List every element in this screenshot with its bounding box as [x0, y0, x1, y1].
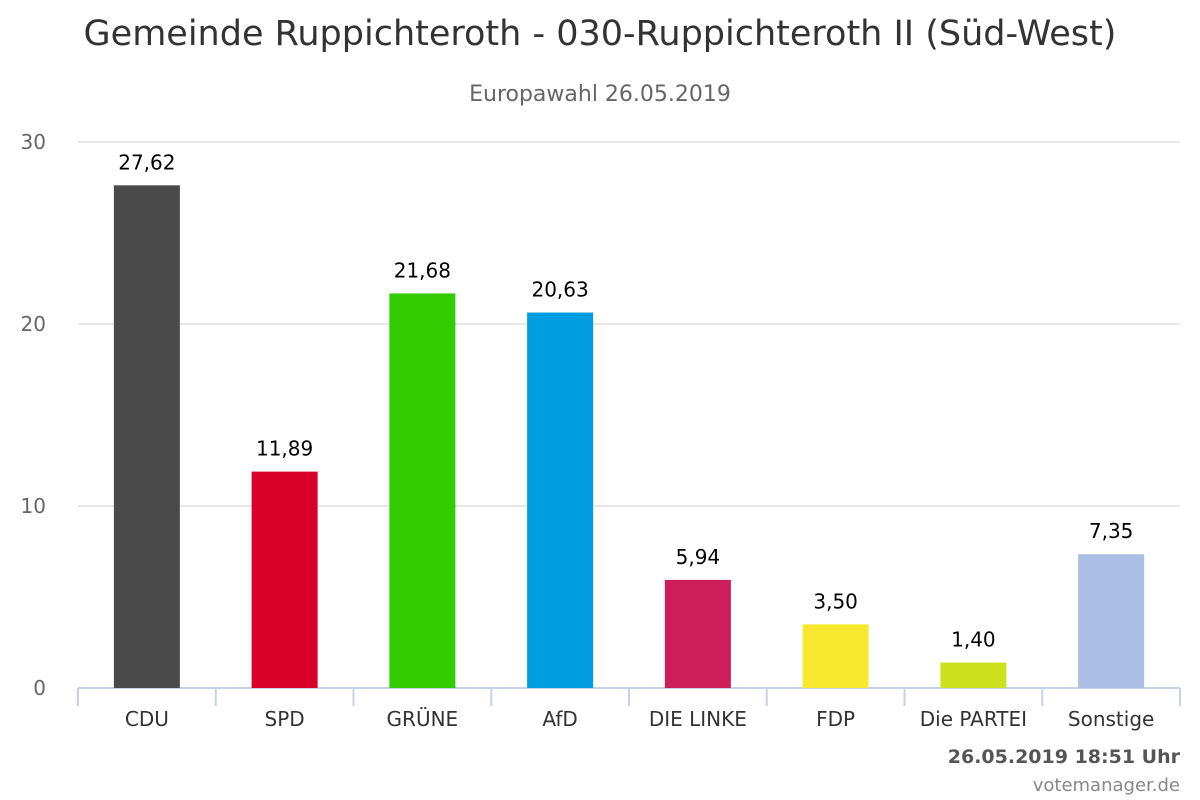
- bar-cdu: [113, 185, 180, 689]
- y-tick-label: 0: [33, 676, 46, 700]
- data-label: 1,40: [951, 628, 996, 652]
- y-tick-label: 20: [21, 312, 46, 336]
- y-tick-label: 10: [21, 494, 46, 518]
- chart-title: Gemeinde Ruppichteroth - 030-Ruppichtero…: [83, 14, 1117, 54]
- x-tick-label: SPD: [265, 707, 305, 731]
- x-tick-label: GRÜNE: [387, 707, 459, 731]
- data-label: 5,94: [676, 545, 721, 569]
- bar-sonstige: [1078, 554, 1145, 688]
- bar-spd: [251, 471, 318, 688]
- y-tick-label: 30: [21, 130, 46, 154]
- data-label: 27,62: [118, 150, 175, 174]
- bar-fdp: [802, 624, 869, 688]
- data-label: 20,63: [531, 278, 588, 302]
- bar-afd: [527, 312, 594, 688]
- x-tick-label: Die PARTEI: [920, 707, 1027, 731]
- x-tick-label: Sonstige: [1068, 707, 1154, 731]
- credit-link[interactable]: votemanager.de: [1032, 775, 1180, 796]
- bar-die-linke: [664, 579, 731, 688]
- data-label: 7,35: [1089, 519, 1134, 543]
- bar-die-partei: [940, 662, 1007, 688]
- data-label: 11,89: [256, 437, 313, 461]
- x-tick-label: DIE LINKE: [649, 707, 747, 731]
- timestamp: 26.05.2019 18:51 Uhr: [947, 746, 1180, 768]
- data-label: 3,50: [813, 589, 858, 613]
- bar-gr-ne: [389, 293, 456, 688]
- x-tick-label: FDP: [816, 707, 855, 731]
- chart-subtitle: Europawahl 26.05.2019: [469, 82, 731, 107]
- data-label: 21,68: [394, 258, 451, 282]
- x-tick-label: CDU: [125, 707, 169, 731]
- x-tick-label: AfD: [542, 707, 577, 731]
